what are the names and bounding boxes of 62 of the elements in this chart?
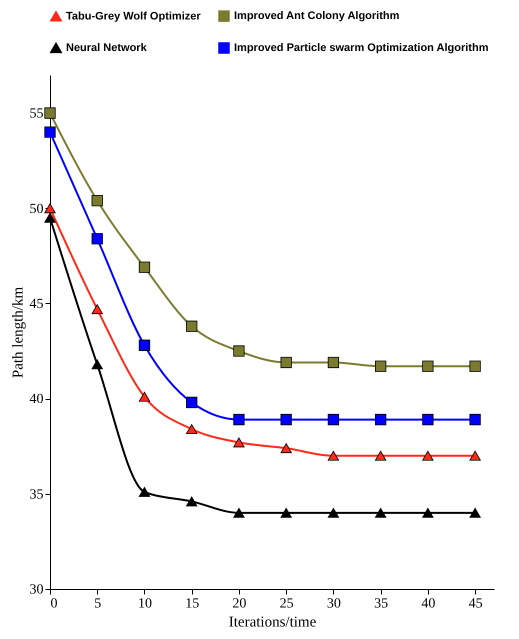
- x-tick-label: 25: [280, 596, 294, 612]
- y-tick-label: 45: [30, 296, 44, 312]
- point: [138, 392, 150, 402]
- point: [469, 450, 481, 461]
- point: [186, 496, 198, 506]
- y-axis-title: Path length/km: [10, 286, 26, 378]
- point: [374, 508, 386, 518]
- point: [328, 508, 340, 518]
- point: [186, 424, 198, 434]
- x-tick-label: 15: [185, 596, 200, 612]
- point: [280, 414, 292, 426]
- point: [92, 233, 103, 244]
- legend-label: Tabu-Grey Wolf Optimizer: [66, 10, 202, 22]
- point: [328, 356, 340, 368]
- x-tick-label: 10: [138, 596, 152, 612]
- y-tick-label: 35: [30, 487, 44, 502]
- point: [44, 107, 56, 119]
- legend-label: Improved Particle swarm Optimization Algorithm: [234, 42, 489, 54]
- point: [233, 414, 245, 426]
- point: [469, 414, 481, 426]
- point: [469, 360, 481, 372]
- point: [374, 450, 386, 461]
- point: [138, 486, 150, 497]
- point: [92, 195, 103, 206]
- point: [138, 340, 150, 351]
- x-tick-label: 35: [374, 596, 388, 612]
- point: [422, 414, 434, 426]
- point: [233, 345, 245, 357]
- point: [280, 443, 292, 454]
- x-tick-label: 30: [326, 596, 341, 612]
- x-tick-label: 0: [50, 596, 58, 612]
- point: [374, 414, 386, 426]
- x-tick-label: 20: [232, 596, 246, 612]
- x-tick-label: 40: [421, 596, 436, 612]
- point: [422, 360, 434, 372]
- x-tick-label: 45: [468, 596, 483, 612]
- point: [422, 508, 434, 518]
- y-tick-label: 50: [30, 202, 44, 217]
- point: [186, 396, 198, 408]
- point: [233, 508, 245, 518]
- point: [44, 212, 56, 223]
- point: [233, 437, 245, 448]
- point: [280, 356, 292, 368]
- point: [92, 304, 103, 314]
- point: [186, 320, 198, 332]
- point: [44, 203, 56, 214]
- point: [422, 450, 434, 461]
- y-tick-label: 55: [30, 106, 44, 122]
- point: [280, 508, 292, 518]
- x-tick-label: 5: [94, 596, 102, 612]
- point: [328, 450, 340, 461]
- x-axis-title: Iterations/time: [228, 614, 317, 630]
- point: [138, 262, 150, 273]
- point: [469, 508, 481, 518]
- legend-label: Neural Network: [66, 42, 148, 54]
- point: [328, 414, 340, 426]
- legend-label: Improved Ant Colony Algorithm: [234, 10, 400, 22]
- point: [44, 126, 56, 138]
- point: [92, 359, 103, 370]
- point: [374, 360, 386, 372]
- y-tick-label: 30: [30, 582, 44, 598]
- y-tick-label: 40: [30, 392, 44, 408]
